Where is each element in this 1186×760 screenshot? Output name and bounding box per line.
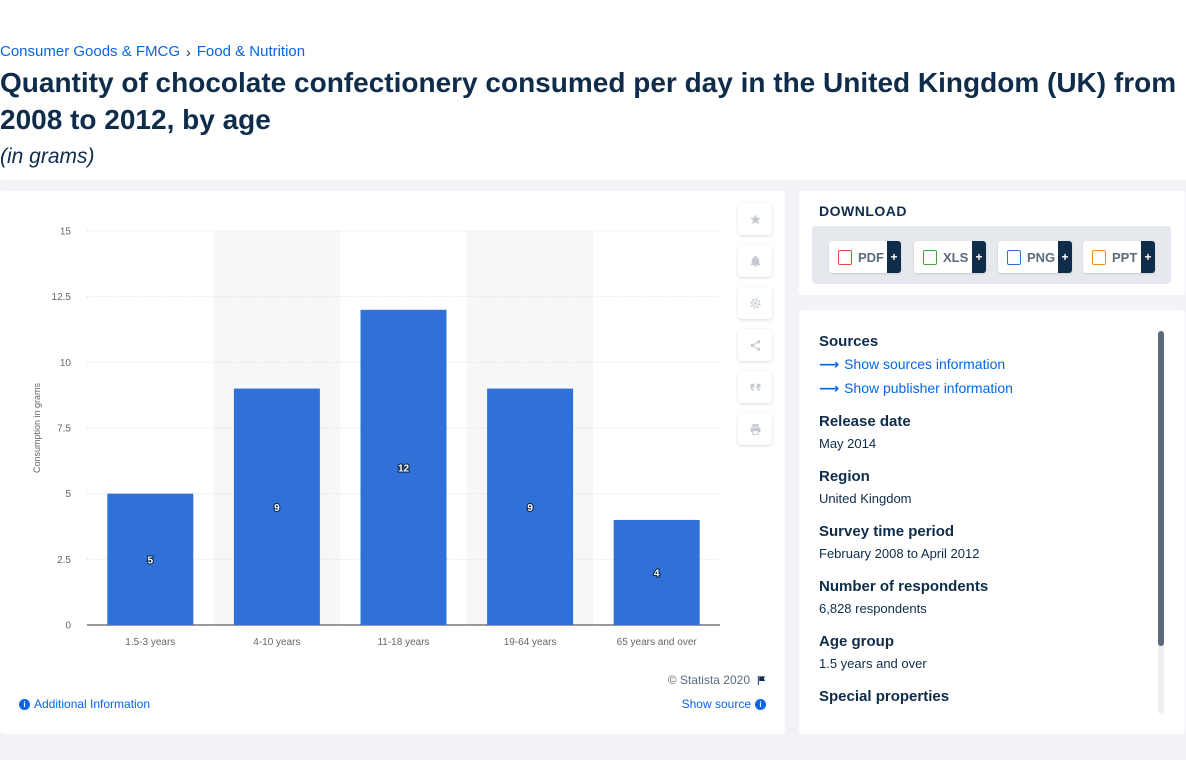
plus-icon: +: [972, 241, 986, 273]
x-tick-label: 65 years and over: [617, 637, 698, 648]
y-tick-label: 2.5: [57, 555, 71, 566]
copyright-text: © Statista 2020: [667, 673, 750, 687]
download-xls-label: XLS: [943, 249, 969, 265]
field-label: Number of respondents: [819, 578, 989, 595]
chart-card: 0 2.5 5 7.5 10 12.5 15 Consumption in grams 5 1.5…: [0, 191, 785, 734]
bar: [107, 493, 194, 625]
chart-tools: [738, 203, 772, 445]
data-label: 4: [654, 568, 660, 579]
y-tick-label: 10: [60, 358, 72, 369]
x-tick-label: 1.5-3 years: [125, 637, 175, 648]
y-tick-label: 15: [60, 227, 72, 238]
field-special-properties: Special properties: [819, 687, 1149, 707]
additional-information-link[interactable]: i Additional Information: [19, 697, 150, 711]
flag-icon[interactable]: [756, 675, 767, 686]
x-tick-label: 4-10 years: [253, 637, 300, 648]
gear-icon[interactable]: [738, 287, 772, 319]
star-icon[interactable]: [738, 203, 772, 235]
download-png-label: PNG: [1027, 249, 1056, 265]
arrow-right-icon: ⟶: [819, 356, 840, 372]
field-label: Survey time period: [819, 523, 955, 540]
show-source-label: Show source: [681, 697, 751, 711]
field-value: May 2014: [819, 436, 877, 451]
png-file-icon: [1007, 249, 1021, 265]
sources-content: Sources ⟶ Show sources information ⟶ Sho…: [819, 332, 1149, 721]
print-icon[interactable]: [738, 413, 772, 445]
show-sources-label: Show sources information: [844, 356, 1006, 372]
download-buttons: PDF + XLS + PNG + PPT +: [812, 226, 1171, 284]
download-heading: DOWNLOAD: [819, 203, 907, 219]
download-pdf-label: PDF: [858, 249, 884, 265]
info-icon: i: [755, 698, 766, 710]
page-subtitle: (in grams): [0, 145, 95, 168]
sources-heading: Sources: [819, 333, 879, 350]
data-label: 12: [398, 463, 410, 474]
pdf-file-icon: [838, 249, 852, 265]
bar: [613, 519, 700, 625]
download-card: DOWNLOAD PDF + XLS + PNG + PPT +: [799, 191, 1185, 295]
additional-information-label: Additional Information: [34, 697, 151, 711]
show-sources-link[interactable]: ⟶ Show sources information: [819, 352, 1149, 376]
sources-scrollbar[interactable]: [1158, 331, 1164, 714]
download-pdf-button[interactable]: PDF +: [829, 241, 901, 273]
download-png-button[interactable]: PNG +: [998, 241, 1072, 273]
breadcrumb-link-food-nutrition[interactable]: Food & Nutrition: [196, 43, 306, 60]
plus-icon: +: [1141, 241, 1155, 273]
field-value: 6,828 respondents: [819, 601, 927, 616]
field-region: Region United Kingdom: [819, 467, 1149, 508]
bar-chart: 0 2.5 5 7.5 10 12.5 15 Consumption in grams 5 1.5…: [32, 227, 720, 648]
data-label: 5: [148, 555, 154, 566]
field-age-group: Age group 1.5 years and over: [819, 632, 1149, 673]
bar: [487, 388, 574, 625]
plus-icon: +: [887, 241, 901, 273]
xls-file-icon: [923, 249, 937, 265]
share-icon[interactable]: [738, 329, 772, 361]
y-tick-label: 12.5: [52, 292, 72, 303]
y-tick-label: 7.5: [57, 424, 71, 435]
download-xls-button[interactable]: XLS +: [914, 241, 986, 273]
x-tick-label: 11-18 years: [377, 637, 429, 648]
field-label: Age group: [819, 633, 894, 650]
chart-copyright: © Statista 2020: [668, 673, 767, 687]
field-survey-time-period: Survey time period February 2008 to Apri…: [819, 522, 1149, 563]
x-tick-label: 19-64 years: [504, 637, 557, 648]
show-publisher-link[interactable]: ⟶ Show publisher information: [819, 376, 1149, 400]
ppt-file-icon: [1092, 249, 1106, 265]
show-publisher-label: Show publisher information: [844, 380, 1013, 396]
breadcrumb: Consumer Goods & FMCG › Food & Nutrition: [0, 43, 305, 60]
field-release-date: Release date May 2014: [819, 412, 1149, 453]
field-label: Release date: [819, 413, 911, 430]
plus-icon: +: [1058, 241, 1072, 273]
show-source-link[interactable]: Show source i: [682, 697, 766, 711]
page-header-background: [0, 0, 1186, 180]
arrow-right-icon: ⟶: [819, 380, 840, 396]
field-label: Special properties: [819, 688, 950, 705]
quote-icon[interactable]: [738, 371, 772, 403]
scrollbar-thumb[interactable]: [1158, 331, 1164, 646]
bar: [233, 388, 320, 625]
y-axis-title: Consumption in grams: [32, 382, 42, 473]
breadcrumb-separator: ›: [186, 43, 191, 60]
sources-card: Sources ⟶ Show sources information ⟶ Sho…: [799, 310, 1185, 734]
field-number-of-respondents: Number of respondents 6,828 respondents: [819, 577, 1149, 618]
field-value: United Kingdom: [819, 491, 912, 506]
download-ppt-label: PPT: [1112, 249, 1138, 265]
field-value: February 2008 to April 2012: [819, 546, 980, 561]
page-title: Quantity of chocolate confectionery cons…: [0, 67, 1177, 135]
y-tick-label: 0: [65, 621, 71, 632]
download-ppt-button[interactable]: PPT +: [1083, 241, 1155, 273]
breadcrumb-link-consumer-goods[interactable]: Consumer Goods & FMCG: [0, 43, 181, 60]
bell-icon[interactable]: [738, 245, 772, 277]
field-value: 1.5 years and over: [819, 656, 927, 671]
info-icon: i: [19, 698, 30, 710]
bar: [360, 309, 447, 625]
data-label: 9: [527, 503, 533, 514]
data-label: 9: [274, 503, 280, 514]
field-label: Region: [819, 468, 870, 485]
y-tick-label: 5: [65, 489, 71, 500]
